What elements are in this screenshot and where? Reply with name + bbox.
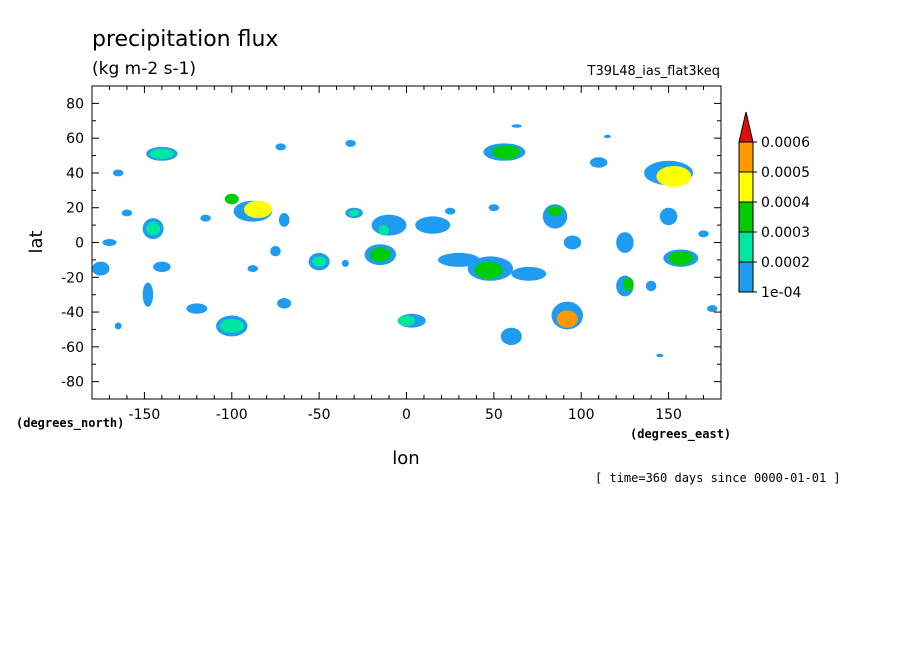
- precip-region-14: [149, 148, 175, 160]
- chart-title: precipitation flux: [92, 27, 278, 52]
- precip-region-6: [668, 251, 694, 266]
- precip-region-34: [371, 214, 407, 236]
- colorbar: 1e-04 0.0002 0.0003 0.0004 0.0005 0.0006: [738, 111, 810, 301]
- colorbar-label: 0.0003: [761, 225, 810, 241]
- precip-region-0: [656, 165, 692, 187]
- precip-region-62: [114, 322, 122, 330]
- colorbar-label: 0.0005: [761, 165, 810, 181]
- precip-region-3: [224, 193, 239, 205]
- precip-region-50: [603, 134, 611, 139]
- precip-region-64: [444, 207, 456, 215]
- precip-region-45: [277, 298, 292, 309]
- colorbar-swatch-3: [738, 171, 754, 203]
- y-tick-label: 0: [75, 236, 84, 252]
- precip-region-8: [369, 247, 391, 262]
- precip-region-39: [92, 261, 110, 276]
- x-axis-units: (degrees_east): [630, 427, 731, 442]
- precip-region-13: [378, 225, 390, 236]
- precip-region-51: [112, 169, 124, 177]
- precip-region-44: [142, 282, 154, 307]
- precip-region-53: [278, 212, 290, 227]
- time-label: [ time=360 days since 0000-01-01 ]: [595, 471, 841, 485]
- precip-region-60: [698, 230, 709, 238]
- precip-region-46: [275, 143, 286, 151]
- colorbar-label: 0.0004: [761, 195, 810, 211]
- precip-region-48: [511, 124, 522, 128]
- colorbar-swatch-2: [738, 201, 754, 233]
- precip-region-32: [500, 327, 522, 346]
- precip-region-47: [345, 139, 356, 147]
- precip-region-37: [511, 266, 547, 281]
- y-tick-label: -80: [61, 375, 84, 391]
- precip-region-49: [589, 157, 608, 168]
- precip-region-42: [153, 261, 171, 273]
- precip-region-1: [556, 310, 578, 328]
- y-tick-label: 40: [66, 166, 84, 182]
- precip-region-61: [488, 204, 500, 212]
- precip-region-12: [348, 209, 360, 217]
- precip-region-43: [186, 303, 208, 314]
- precip-region-65: [247, 265, 258, 273]
- precip-region-10: [146, 221, 161, 236]
- precip-region-7: [623, 277, 634, 292]
- colorbar-swatch-4: [738, 141, 754, 173]
- precip-region-57: [656, 353, 664, 358]
- precip-region-38: [616, 232, 634, 253]
- chart-subtitle: (kg m-2 s-1): [92, 59, 196, 79]
- colorbar-extend-arrow: [738, 111, 754, 143]
- precip-region-5: [492, 145, 521, 160]
- x-tick-label: 150: [655, 407, 682, 423]
- x-tick-label: -150: [129, 407, 161, 423]
- x-axis: -150 -100 -50 0 50 100 150: [108, 86, 705, 423]
- y-tick-label: -60: [61, 340, 84, 356]
- precip-region-56: [707, 305, 718, 313]
- precip-region-52: [200, 214, 211, 222]
- precip-region-58: [563, 235, 582, 250]
- x-tick-label: -100: [216, 407, 248, 423]
- colorbar-swatch-0: [738, 261, 754, 293]
- x-tick-label: 100: [568, 407, 595, 423]
- x-tick-label: -50: [308, 407, 331, 423]
- colorbar-swatch-1: [738, 231, 754, 263]
- x-tick-label: 0: [402, 407, 411, 423]
- precip-region-40: [102, 239, 117, 246]
- x-axis-label: lon: [392, 448, 419, 469]
- precip-region-59: [645, 280, 657, 292]
- y-axis-units: (degrees_north): [16, 416, 124, 431]
- precip-region-4: [474, 261, 503, 280]
- colorbar-label: 0.0006: [761, 135, 810, 151]
- precip-region-63: [341, 259, 349, 267]
- y-tick-label: -40: [61, 305, 84, 321]
- y-tick-label: -20: [61, 270, 84, 286]
- y-tick-label: 20: [66, 201, 84, 217]
- precip-field: [92, 124, 718, 358]
- colorbar-label: 0.0002: [761, 255, 810, 271]
- y-tick-label: 60: [66, 131, 84, 147]
- dataset-label: T39L48_ias_flat3keq: [587, 64, 720, 79]
- precip-region-11: [548, 205, 563, 217]
- precip-region-55: [659, 207, 678, 226]
- y-axis: -80 -60 -40 -20 0 20 40 60 80: [61, 96, 721, 391]
- y-axis-label: lat: [26, 230, 47, 253]
- precip-region-35: [415, 216, 451, 234]
- precip-region-36: [437, 252, 480, 267]
- precip-region-2: [244, 200, 272, 219]
- y-tick-label: 80: [66, 96, 84, 112]
- x-tick-label: 50: [485, 407, 503, 423]
- colorbar-label: 1e-04: [761, 285, 801, 301]
- precip-region-16: [397, 315, 416, 326]
- precip-region-54: [270, 245, 281, 257]
- precip-region-9: [312, 256, 327, 267]
- precip-region-41: [121, 209, 133, 217]
- precip-region-15: [219, 319, 245, 333]
